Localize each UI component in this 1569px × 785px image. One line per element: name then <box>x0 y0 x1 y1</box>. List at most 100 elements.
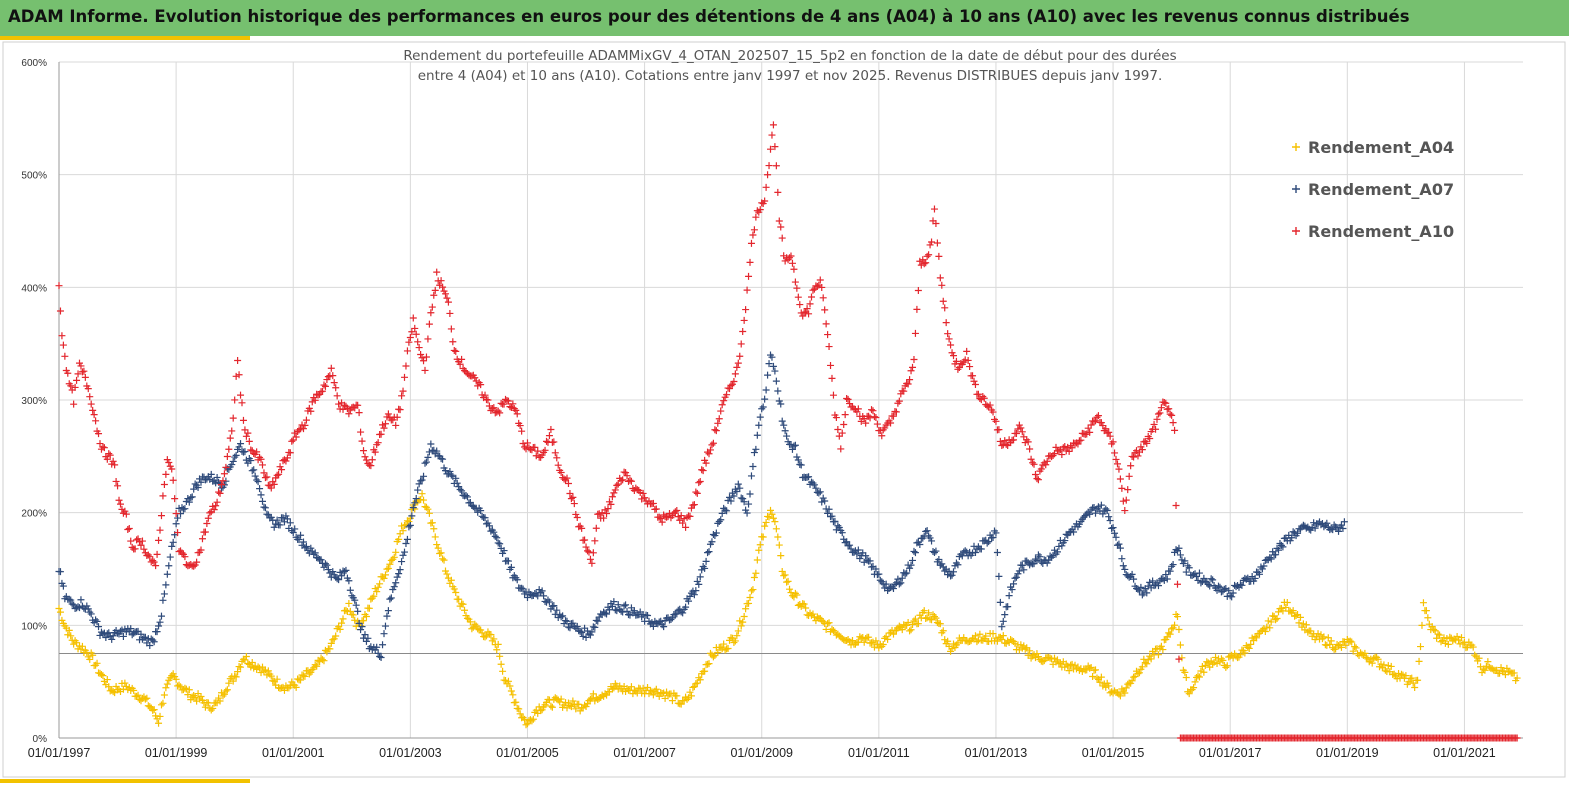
data-point <box>518 427 526 435</box>
data-point <box>478 629 486 637</box>
data-point <box>415 480 423 488</box>
data-point <box>1190 684 1198 692</box>
data-point <box>1436 631 1444 639</box>
data-point <box>302 543 310 551</box>
data-point <box>846 541 854 549</box>
data-point <box>895 397 903 405</box>
data-point <box>746 258 754 266</box>
data-point <box>490 635 498 643</box>
data-point <box>340 568 348 576</box>
data-point <box>253 448 261 456</box>
data-point <box>619 608 627 616</box>
data-point <box>993 637 1001 645</box>
data-point <box>538 587 546 595</box>
data-point <box>414 486 422 494</box>
x-axis-ticks: 01/01/1997 01/01/1999 01/01/2001 01/01/2003… <box>28 746 1496 760</box>
data-point <box>172 675 180 683</box>
data-point <box>362 612 370 620</box>
data-point <box>889 585 897 593</box>
data-point <box>1311 524 1319 532</box>
data-point <box>174 529 182 537</box>
data-point <box>537 707 545 715</box>
data-point <box>463 493 471 501</box>
data-point <box>787 589 795 597</box>
data-point <box>718 401 726 409</box>
data-point <box>827 361 835 369</box>
data-point <box>1156 409 1164 417</box>
data-point <box>401 373 409 381</box>
data-point <box>704 660 712 668</box>
data-point <box>870 413 878 421</box>
data-point <box>1381 666 1389 674</box>
data-point <box>496 540 504 548</box>
data-point <box>1166 567 1174 575</box>
data-point <box>283 515 291 523</box>
data-point <box>928 238 936 246</box>
data-point <box>687 692 695 700</box>
data-point <box>342 566 350 574</box>
data-point <box>576 627 584 635</box>
data-point <box>695 580 703 588</box>
data-point <box>1292 612 1300 620</box>
data-point <box>275 470 283 478</box>
data-point <box>374 439 382 447</box>
data-point <box>909 363 917 371</box>
data-point <box>201 528 209 536</box>
data-point <box>323 561 331 569</box>
data-point <box>1053 548 1061 556</box>
data-point <box>1419 599 1427 607</box>
data-point <box>772 525 780 533</box>
data-point <box>462 492 470 500</box>
data-point <box>78 642 86 650</box>
data-point <box>1070 528 1078 536</box>
data-point <box>1152 425 1160 433</box>
data-point <box>1320 633 1328 641</box>
data-point <box>329 568 337 576</box>
data-point <box>1162 571 1170 579</box>
data-point <box>1027 455 1035 463</box>
data-point <box>234 668 242 676</box>
data-point <box>332 384 340 392</box>
data-point <box>884 635 892 643</box>
data-point <box>232 673 240 681</box>
data-point <box>620 602 628 610</box>
data-point <box>1191 678 1199 686</box>
data-point <box>160 691 168 699</box>
data-point <box>228 461 236 469</box>
data-point <box>873 420 881 428</box>
data-point <box>998 623 1006 631</box>
data-point <box>346 586 354 594</box>
data-point <box>690 591 698 599</box>
data-point <box>793 453 801 461</box>
data-point <box>447 471 455 479</box>
data-point <box>543 437 551 445</box>
data-point <box>853 408 861 416</box>
data-point <box>696 676 704 684</box>
data-point <box>1015 567 1023 575</box>
data-point <box>1437 638 1445 646</box>
data-point <box>617 607 625 615</box>
data-point <box>831 517 839 525</box>
y-tick-label: 200% <box>21 509 47 520</box>
data-point <box>969 372 977 380</box>
data-point <box>1214 582 1222 590</box>
data-point <box>673 507 681 515</box>
data-point <box>471 374 479 382</box>
data-point <box>895 580 903 588</box>
data-point <box>944 330 952 338</box>
data-point <box>1335 527 1343 535</box>
data-point <box>1255 570 1263 578</box>
data-point <box>745 272 753 280</box>
data-point <box>966 363 974 371</box>
data-point <box>261 504 269 512</box>
data-point <box>213 498 221 506</box>
data-point <box>1510 669 1518 677</box>
data-point <box>1294 529 1302 537</box>
data-point <box>406 521 414 529</box>
data-point <box>103 676 111 684</box>
data-point <box>1169 561 1177 569</box>
data-point <box>582 543 590 551</box>
data-point <box>1272 551 1280 559</box>
data-point <box>1077 436 1085 444</box>
data-point <box>1058 542 1066 550</box>
